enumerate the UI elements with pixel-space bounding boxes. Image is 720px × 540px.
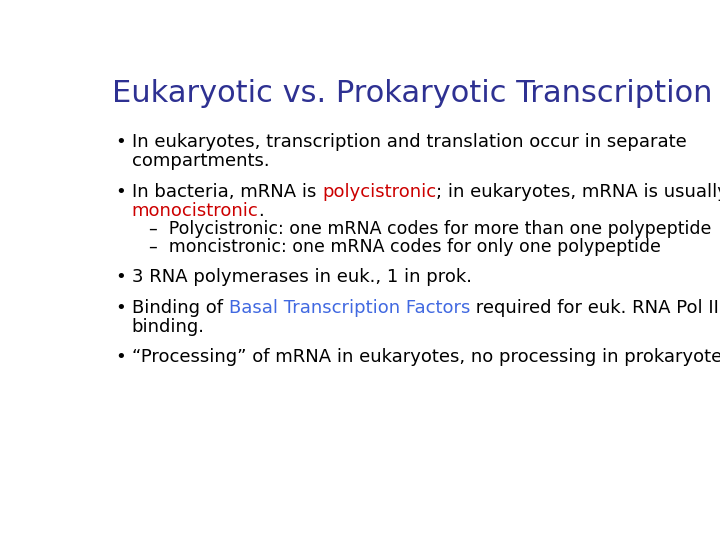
Text: compartments.: compartments. (132, 152, 269, 170)
Text: –  moncistronic: one mRNA codes for only one polypeptide: – moncistronic: one mRNA codes for only … (148, 238, 660, 256)
Text: monocistronic: monocistronic (132, 201, 258, 220)
Text: Binding of: Binding of (132, 299, 229, 317)
Text: .: . (258, 201, 264, 220)
Text: ; in eukaryotes, mRNA is usually: ; in eukaryotes, mRNA is usually (436, 183, 720, 201)
Text: –  Polycistronic: one mRNA codes for more than one polypeptide: – Polycistronic: one mRNA codes for more… (148, 220, 711, 238)
Text: •: • (115, 348, 126, 366)
Text: In eukaryotes, transcription and translation occur in separate: In eukaryotes, transcription and transla… (132, 133, 687, 151)
Text: Eukaryotic vs. Prokaryotic Transcription: Eukaryotic vs. Prokaryotic Transcription (112, 79, 713, 109)
Text: In bacteria, mRNA is: In bacteria, mRNA is (132, 183, 322, 201)
Text: “Processing” of mRNA in eukaryotes, no processing in prokaryotes: “Processing” of mRNA in eukaryotes, no p… (132, 348, 720, 366)
Text: •: • (115, 183, 126, 201)
Text: •: • (115, 268, 126, 286)
Text: •: • (115, 299, 126, 317)
Text: required for euk. RNA Pol II: required for euk. RNA Pol II (470, 299, 719, 317)
Text: •: • (115, 133, 126, 151)
Text: Basal Transcription Factors: Basal Transcription Factors (229, 299, 470, 317)
Text: polycistronic: polycistronic (322, 183, 436, 201)
Text: 3 RNA polymerases in euk., 1 in prok.: 3 RNA polymerases in euk., 1 in prok. (132, 268, 472, 286)
Text: binding.: binding. (132, 318, 205, 335)
